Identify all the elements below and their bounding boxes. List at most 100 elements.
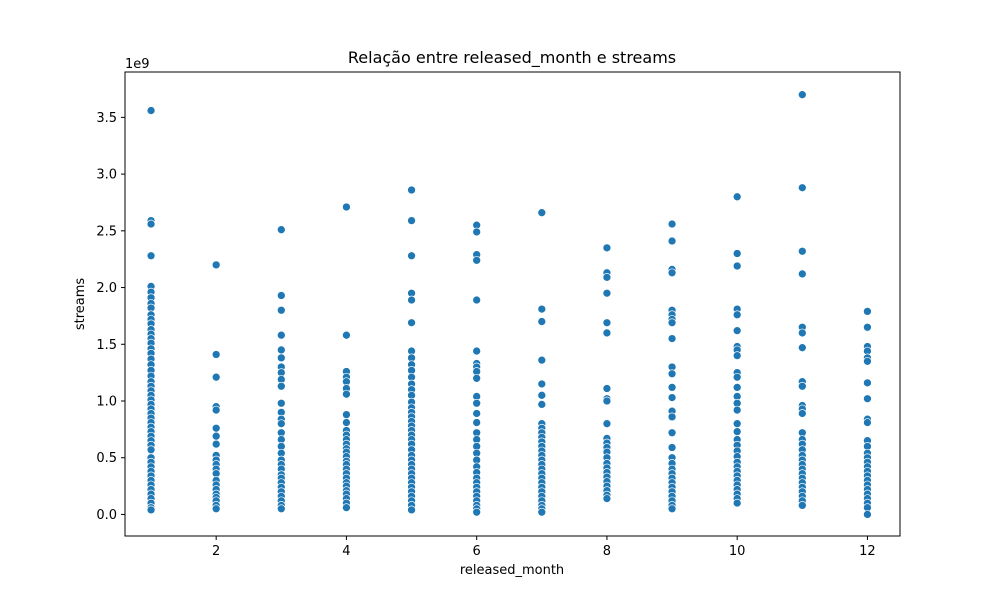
scatter-point — [537, 304, 547, 314]
scatter-point — [146, 445, 156, 455]
scatter-point — [472, 346, 482, 356]
scatter-point — [732, 261, 742, 271]
scatter-point — [602, 243, 612, 253]
scatter-point — [797, 90, 807, 100]
y-tick-label: 3.5 — [96, 111, 117, 126]
scatter-point — [602, 288, 612, 298]
scatter-point — [407, 505, 416, 515]
scatter-point — [407, 185, 416, 195]
scatter-point — [472, 255, 482, 265]
scatter-point — [146, 251, 156, 261]
scatter-point — [146, 106, 156, 115]
scatter-point — [602, 318, 612, 328]
y-axis-label: streams — [73, 278, 88, 331]
scatter-point — [211, 431, 221, 441]
scatter-point — [146, 505, 156, 515]
scatter-point — [667, 412, 677, 422]
scatter-point — [472, 227, 482, 237]
x-tick-label: 8 — [603, 544, 611, 559]
x-tick-label: 4 — [342, 544, 350, 559]
scatter-point — [732, 372, 742, 382]
scatter-point — [276, 305, 286, 315]
scatter-point — [732, 498, 742, 508]
scatter-point — [667, 393, 677, 402]
scatter-point — [276, 353, 286, 363]
scatter-point — [667, 318, 677, 328]
scatter-point — [537, 400, 547, 409]
scatter-point — [667, 334, 677, 343]
scatter-point — [211, 260, 221, 270]
scatter-point — [342, 410, 351, 419]
x-tick-label: 10 — [729, 544, 746, 559]
scatter-point — [276, 398, 286, 408]
scatter-point — [863, 322, 872, 332]
scatter-point — [537, 355, 547, 365]
scatter-point — [667, 383, 677, 392]
y-axis-ticks: 0.0 0.5 1.0 1.5 2.0 2.5 3.0 3.5 — [96, 111, 125, 523]
scatter-point — [407, 216, 416, 225]
scatter-point — [732, 427, 742, 436]
scatter-point — [211, 372, 221, 382]
scatter-point — [797, 501, 807, 510]
scatter-point — [472, 373, 482, 383]
scatter-point — [863, 378, 872, 388]
scatter-point — [667, 219, 677, 229]
y-tick-label: 1.0 — [96, 394, 117, 409]
scatter-point — [602, 272, 612, 282]
scatter-point — [797, 343, 807, 353]
scatter-point — [276, 330, 286, 340]
scatter-point — [863, 394, 872, 404]
scatter-point — [797, 409, 807, 418]
x-tick-label: 2 — [212, 544, 220, 559]
scatter-point — [276, 419, 286, 429]
scatter-point — [211, 504, 221, 514]
scatter-point — [211, 423, 221, 433]
y-tick-label: 2.5 — [96, 224, 117, 239]
scatter-point — [732, 383, 742, 392]
scatter-point — [667, 268, 677, 278]
x-axis-ticks: 2 4 6 8 10 12 — [212, 536, 876, 559]
scatter-point — [537, 390, 547, 400]
scatter-point — [732, 192, 742, 202]
scatter-point — [863, 356, 872, 366]
scatter-point — [732, 351, 742, 360]
scatter-point — [276, 504, 286, 514]
scatter-point — [472, 295, 482, 305]
scatter-point — [667, 236, 677, 246]
scatter-point — [211, 350, 221, 359]
scatter-point — [472, 507, 482, 517]
scatter-point — [797, 246, 807, 256]
scatter-point — [667, 504, 677, 514]
scatter-point — [342, 503, 351, 512]
scatter-point — [342, 202, 351, 212]
scatter-point — [537, 379, 547, 389]
scatter-point — [407, 318, 416, 328]
scatter-point — [667, 428, 677, 438]
scatter-point — [797, 269, 807, 279]
scatter-point — [797, 328, 807, 338]
y-tick-label: 3.0 — [96, 168, 117, 183]
y-tick-label: 2.0 — [96, 281, 117, 296]
scatter-point — [342, 389, 351, 399]
data-points — [146, 90, 872, 519]
scatter-point — [732, 419, 742, 429]
scatter-point — [602, 384, 612, 393]
scatter-point — [797, 381, 807, 391]
y-tick-label: 0.0 — [96, 508, 117, 523]
scatter-point — [863, 418, 872, 427]
scatter-point — [732, 326, 742, 336]
chart-title: Relação entre released_month e streams — [348, 48, 676, 68]
scatter-point — [276, 345, 286, 355]
scatter-point — [276, 225, 286, 235]
y-tick-label: 1.5 — [96, 338, 117, 353]
scatter-point — [537, 507, 547, 517]
scatter-point — [863, 510, 872, 519]
scatter-point — [732, 405, 742, 415]
scatter-point — [537, 317, 547, 326]
scatter-point — [602, 494, 612, 503]
y-tick-label: 0.5 — [96, 451, 117, 466]
scatter-point — [602, 419, 612, 429]
scatter-point — [472, 418, 482, 427]
scatter-point — [602, 396, 612, 406]
scatter-point — [211, 439, 221, 449]
